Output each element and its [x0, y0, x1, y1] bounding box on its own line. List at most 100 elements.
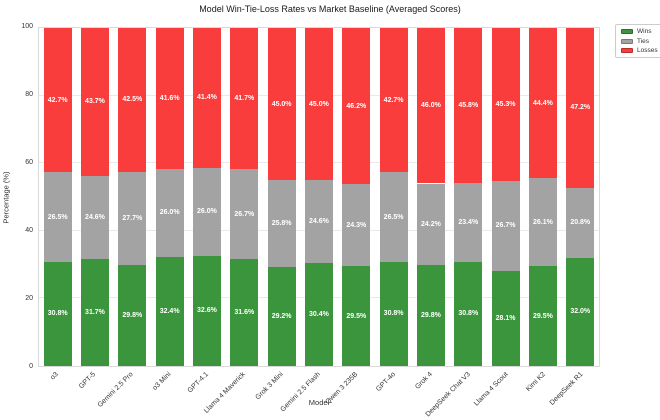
bar-value-label: 45.0% [271, 100, 292, 108]
legend-swatch-ties [621, 38, 633, 44]
bars-container: 30.8% 26.5% 42.7% 31.7% 24.6% 43.7% 29.8% 27.7%… [39, 27, 599, 366]
bar-segment-ties: 26.7% [491, 180, 520, 272]
bar-value-label: 41.4% [197, 94, 217, 102]
bar-value-label: 41.6% [159, 94, 180, 102]
legend-item-losses: Losses [621, 47, 658, 54]
bar-segment-losses: 42.5% [118, 28, 147, 172]
bar-slot: 30.8% 26.5% 42.7% [39, 28, 76, 366]
bar-gpt-4o: 30.8% 26.5% 42.7% [379, 28, 408, 366]
bar-value-label: 29.8% [122, 312, 143, 320]
bar-value-label: 29.5% [532, 312, 553, 320]
x-axis-ticks: o3 GPT-5 Gemini 2.5 Pro o3 Mini GPT-4.1 Llama… [38, 371, 600, 418]
bar-slot: 29.5% 26.1% 44.4% [524, 28, 561, 366]
legend-label: Losses [637, 47, 658, 54]
bar-value-label: 26.0% [197, 208, 217, 216]
x-tick-label-o3-mini: o3 Mini [151, 371, 173, 392]
legend-swatch-wins [621, 29, 633, 34]
y-tick-label-100: 100 [21, 23, 33, 30]
x-tick-label-gpt-4o: GPT-4o [374, 371, 397, 394]
bar-value-label: 30.4% [309, 311, 329, 319]
bar-value-label: 26.7% [234, 210, 255, 218]
bar-value-label: 45.0% [309, 100, 329, 108]
bar-segment-ties: 26.1% [528, 178, 557, 267]
bar-grok-4: 29.8% 24.2% 46.0% [416, 28, 445, 366]
bar-value-label: 43.7% [85, 98, 105, 106]
bar-segment-wins: 32.6% [192, 255, 221, 366]
bar-segment-wins: 28.1% [491, 271, 520, 366]
bar-value-label: 24.6% [309, 218, 329, 226]
bar-o3: 30.8% 26.5% 42.7% [43, 28, 72, 366]
bar-segment-losses: 41.4% [192, 28, 221, 168]
legend-item-wins: Wins [621, 28, 658, 35]
bar-gpt-5: 31.7% 24.6% 43.7% [80, 28, 109, 366]
legend-label: Wins [637, 28, 652, 35]
bar-value-label: 29.2% [271, 313, 292, 321]
x-tick-label-llama-4-maverick: Llama 4 Maverick [203, 371, 248, 415]
bar-segment-wins: 30.4% [304, 263, 333, 366]
bar-value-label: 44.4% [532, 99, 553, 107]
bar-segment-wins: 30.8% [43, 261, 72, 366]
x-axis-label: Model [308, 398, 330, 407]
x-tick-label-gpt-5: GPT-5 [77, 371, 98, 391]
x-tick-label-gemini-2-5-flash: Gemini 2.5 Flash [279, 371, 322, 414]
bar-segment-losses: 41.7% [230, 28, 259, 169]
bar-value-label: 20.8% [570, 219, 591, 227]
bar-segment-ties: 26.0% [192, 167, 221, 256]
bar-slot: 32.4% 26.0% 41.6% [151, 28, 188, 366]
bar-segment-ties: 24.6% [304, 180, 333, 264]
bar-value-label: 31.6% [234, 309, 255, 317]
bar-segment-wins: 30.8% [379, 261, 408, 366]
y-tick-label-40: 40 [25, 227, 33, 234]
bar-segment-ties: 26.0% [155, 168, 184, 257]
bar-llama-4-maverick: 31.6% 26.7% 41.7% [230, 28, 259, 366]
plot-area: 30.8% 26.5% 42.7% 31.7% 24.6% 43.7% 29.8% 27.7%… [38, 27, 600, 367]
legend-swatch-losses [621, 48, 633, 53]
bar-slot: 32.6% 26.0% 41.4% [188, 28, 225, 366]
y-axis-label: Percentage (%) [1, 171, 11, 224]
bar-value-label: 26.5% [383, 213, 404, 221]
y-tick-label-60: 60 [25, 159, 33, 166]
bar-value-label: 41.7% [234, 94, 255, 102]
bar-value-label: 46.0% [421, 102, 441, 110]
bar-slot: 30.4% 24.6% 45.0% [300, 28, 337, 366]
bar-segment-wins: 29.5% [342, 266, 371, 366]
bar-segment-ties: 23.4% [454, 182, 483, 262]
bar-slot: 31.7% 24.6% 43.7% [76, 28, 113, 366]
bar-value-label: 29.5% [346, 312, 367, 320]
x-tick-label-kimi-k2: Kimi K2 [524, 371, 547, 394]
x-tick-label-o3: o3 [49, 371, 60, 382]
bar-segment-ties: 26.5% [43, 172, 72, 262]
bar-value-label: 23.4% [458, 218, 479, 226]
bar-segment-losses: 47.2% [566, 28, 595, 188]
bar-segment-ties: 26.5% [379, 172, 408, 262]
bar-value-label: 27.7% [122, 214, 143, 222]
bar-slot: 29.8% 27.7% 42.5% [114, 28, 151, 366]
bar-segment-wins: 32.0% [566, 257, 595, 366]
bar-value-label: 42.5% [122, 96, 143, 104]
bar-slot: 29.2% 25.8% 45.0% [263, 28, 300, 366]
bar-segment-wins: 31.7% [80, 258, 109, 366]
bar-deepseek-r1: 32.0% 20.8% 47.2% [566, 28, 595, 366]
bar-segment-losses: 45.0% [304, 28, 333, 181]
bar-gemini-2-5-pro: 29.8% 27.7% 42.5% [118, 28, 147, 366]
bar-slot: 30.8% 26.5% 42.7% [375, 28, 412, 366]
bar-llama-4-scout: 28.1% 26.7% 45.3% [491, 27, 520, 366]
bar-value-label: 47.2% [570, 104, 591, 112]
bar-slot: 28.1% 26.7% 45.3% [487, 27, 524, 366]
bar-value-label: 30.8% [47, 310, 68, 318]
bar-segment-losses: 45.3% [491, 27, 520, 181]
bar-value-label: 32.6% [197, 307, 217, 315]
bar-value-label: 32.4% [159, 307, 180, 315]
bar-segment-wins: 29.5% [528, 266, 557, 366]
bar-segment-wins: 32.4% [155, 256, 184, 366]
bar-segment-ties: 24.3% [342, 184, 371, 267]
bar-value-label: 26.7% [495, 222, 516, 230]
bar-slot: 29.5% 24.3% 46.2% [338, 28, 375, 366]
bar-value-label: 30.8% [383, 310, 404, 318]
bar-value-label: 24.2% [421, 220, 441, 228]
bar-segment-losses: 41.6% [155, 28, 184, 169]
bar-deepseek-chat-v3: 30.8% 23.4% 45.8% [454, 28, 483, 366]
bar-segment-wins: 29.2% [267, 267, 296, 366]
bar-grok-3-mini: 29.2% 25.8% 45.0% [267, 28, 296, 366]
